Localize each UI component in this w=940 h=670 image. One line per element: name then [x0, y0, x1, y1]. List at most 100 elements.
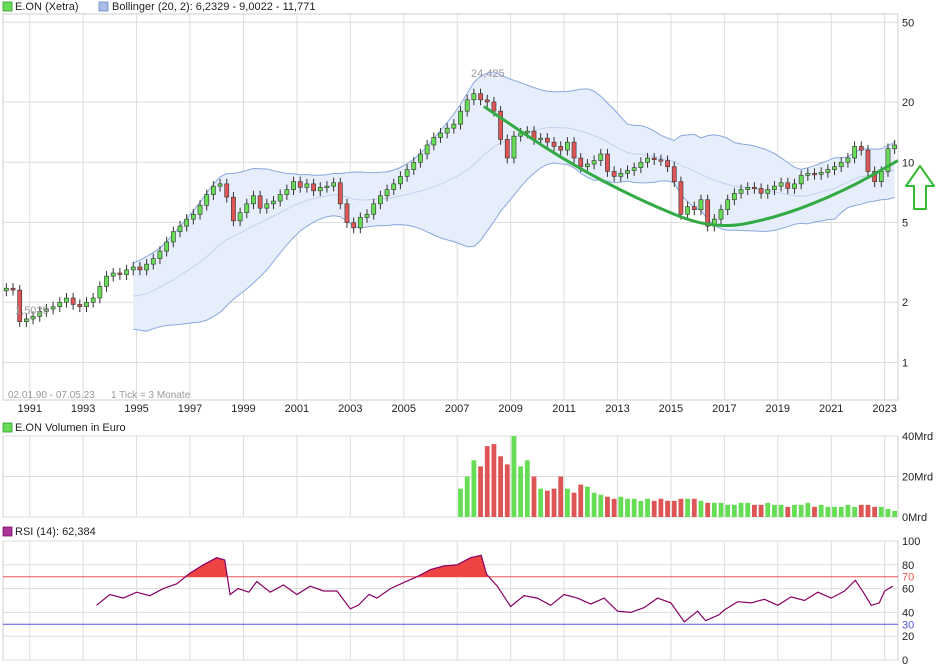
- y-tick-label: 5: [902, 218, 908, 230]
- candle-body: [10, 287, 16, 291]
- volume-bar: [812, 506, 817, 517]
- candle-body: [117, 272, 123, 275]
- candle-body: [90, 297, 96, 303]
- candle-body: [865, 149, 871, 172]
- volume-bar: [571, 492, 577, 517]
- volume-bar: [471, 460, 477, 517]
- candle-body: [244, 203, 250, 213]
- candle-body: [565, 141, 570, 151]
- candle-body: [698, 199, 704, 210]
- candle-body: [170, 231, 176, 243]
- candle-body: [17, 289, 23, 322]
- volume-bar: [878, 506, 884, 517]
- x-tick-label: 1997: [178, 403, 202, 415]
- candle-body: [451, 123, 457, 129]
- volume-bar: [645, 498, 650, 517]
- candle-body: [137, 266, 143, 271]
- candle-body: [130, 266, 136, 271]
- candle-body: [271, 200, 276, 205]
- high-annotation: 24,425: [471, 68, 505, 80]
- volume-bar: [464, 476, 470, 517]
- volume-bar: [838, 506, 844, 517]
- x-tick-label: 2019: [766, 403, 790, 415]
- x-tick-label: 2003: [338, 403, 362, 415]
- x-tick-label: 2011: [552, 403, 576, 415]
- volume-bar: [818, 504, 824, 517]
- candle-body: [37, 311, 43, 317]
- volume-bar: [678, 498, 684, 517]
- candle-body: [184, 218, 190, 227]
- candle-body: [638, 161, 644, 168]
- candle-body: [725, 199, 731, 210]
- candle-body: [157, 250, 163, 259]
- volume-bar: [638, 500, 644, 517]
- price-y-axis: 1 2 5 10 20 50: [902, 17, 914, 369]
- candle-body: [324, 185, 330, 188]
- candle-body: [878, 171, 884, 182]
- candle-body: [204, 194, 210, 206]
- volume-bar: [872, 506, 878, 517]
- volume-y-axis: 0Mrd 20Mrd 40Mrd: [902, 431, 933, 524]
- candle-body: [605, 153, 610, 172]
- volume-bar: [518, 466, 524, 517]
- volume-bar: [611, 498, 617, 517]
- volume-bar: [558, 476, 564, 517]
- candle-body: [24, 318, 29, 322]
- x-tick-label: 2017: [712, 403, 736, 415]
- candle-body: [738, 189, 744, 194]
- volume-bar: [538, 488, 544, 517]
- candle-body: [251, 195, 256, 205]
- x-tick-label: 2005: [392, 403, 416, 415]
- volume-bar: [892, 510, 898, 517]
- y-tick-label: 1: [902, 358, 908, 370]
- candle-body: [618, 173, 624, 177]
- candle-body: [678, 181, 684, 215]
- volume-bar: [498, 456, 503, 517]
- volume-bar: [531, 476, 537, 517]
- rsi-level-label: 30: [902, 619, 914, 631]
- volume-bar: [605, 496, 610, 517]
- x-axis: 1991 1993 1995 1997 1999 2001 2003 2005 2007 2009…: [17, 403, 896, 415]
- candle-body: [511, 135, 517, 159]
- volume-bar: [885, 508, 891, 517]
- candle-body: [625, 170, 630, 174]
- candle-body: [177, 225, 183, 233]
- candle-body: [110, 272, 116, 277]
- candle-body: [838, 161, 844, 168]
- x-tick-label: 1991: [17, 403, 41, 415]
- bollinger-lower-line: [133, 162, 895, 332]
- candle-body: [217, 183, 223, 187]
- candle-body: [44, 308, 49, 312]
- candle-body: [311, 183, 316, 192]
- candle-body: [818, 172, 824, 175]
- candle-body: [351, 222, 357, 229]
- candle-body: [551, 141, 557, 147]
- volume-bar: [591, 492, 597, 517]
- candle-body: [84, 301, 89, 308]
- volume-bar: [491, 444, 497, 517]
- volume-bars: [458, 436, 898, 517]
- candle-body: [471, 93, 477, 101]
- volume-bar: [685, 498, 691, 517]
- candle-body: [444, 127, 450, 134]
- volume-bar: [578, 484, 584, 517]
- candle-body: [284, 189, 290, 195]
- candle-body: [64, 297, 69, 303]
- volume-bar: [858, 504, 864, 517]
- candle-body: [231, 196, 236, 222]
- volume-bar: [725, 504, 731, 517]
- candle-body: [772, 185, 777, 190]
- volume-bar: [504, 464, 510, 517]
- rsi-tick-label: 20: [902, 631, 914, 643]
- bollinger-upper-line: [133, 71, 895, 264]
- rsi-y-axis: 0 20 40 60 80 100 70 30: [902, 536, 920, 667]
- green-square-icon: [2, 1, 13, 12]
- candle-body: [745, 186, 751, 190]
- volume-bar: [718, 502, 724, 517]
- candle-body: [377, 195, 383, 205]
- candle-body: [190, 213, 196, 220]
- candle-body: [438, 132, 443, 138]
- candle-body: [384, 189, 390, 197]
- volume-bar: [524, 460, 530, 517]
- candle-body: [778, 182, 784, 187]
